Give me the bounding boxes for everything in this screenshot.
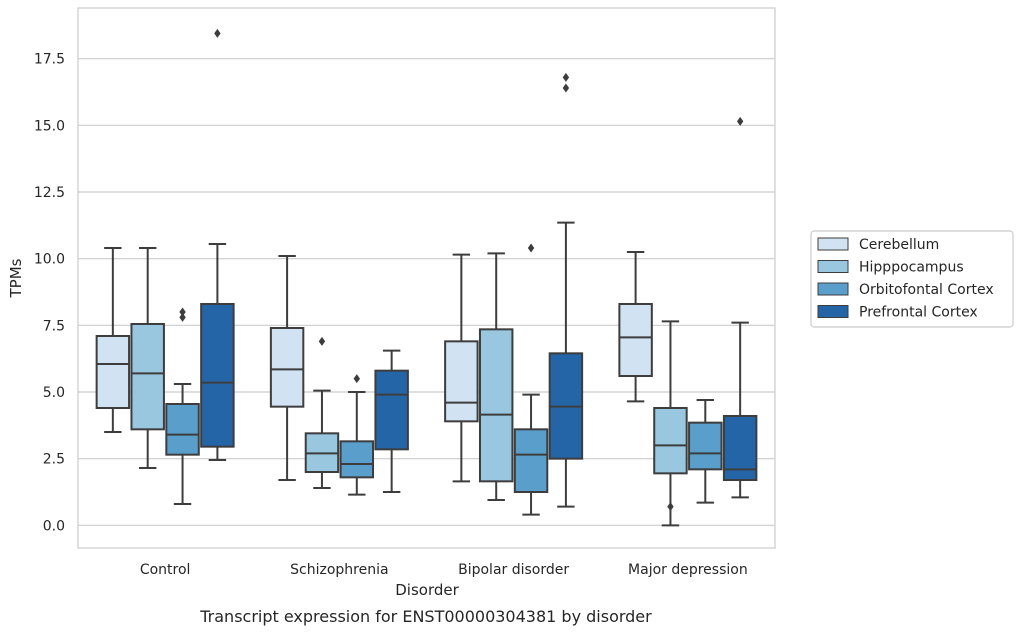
box-iqr — [653, 407, 688, 475]
box-iqr — [722, 415, 758, 481]
y-axis-label: TPMs — [7, 258, 25, 298]
outlier-point — [562, 72, 570, 82]
outlier-point — [214, 28, 221, 38]
box-iqr — [269, 327, 305, 408]
box-iqr — [513, 428, 549, 494]
box-iqr — [165, 403, 200, 456]
outlier-point — [527, 243, 535, 253]
legend-swatch — [817, 237, 849, 251]
box-iqr — [688, 421, 723, 471]
outlier-point — [353, 374, 360, 384]
legend-swatch — [817, 282, 849, 296]
x-tick-label: Bipolar disorder — [458, 562, 569, 578]
legend-label: Prefrontal Cortex — [859, 305, 978, 321]
outlier-point — [179, 312, 186, 322]
x-tick-label: Control — [140, 562, 191, 578]
box-iqr — [618, 303, 653, 377]
x-tick-label: Schizophrenia — [290, 562, 388, 578]
box-iqr — [95, 335, 131, 409]
y-tick-label: 2.5 — [43, 452, 65, 468]
plot-area-frame — [77, 7, 776, 549]
y-tick-label: 15.0 — [34, 118, 65, 134]
legend-frame — [810, 230, 1014, 328]
box-groups — [95, 28, 758, 527]
box-iqr — [478, 328, 514, 483]
y-tick-label: 17.5 — [34, 52, 65, 68]
outlier-point — [667, 502, 674, 512]
legend-swatch — [817, 260, 849, 273]
x-axis-label: Disorder — [395, 581, 459, 599]
x-tick-labels: Control Schizophrenia Bipolar disorder Majo… — [140, 562, 748, 578]
y-tick-label: 10.0 — [34, 252, 65, 268]
y-gridlines — [78, 58, 775, 526]
box-iqr — [130, 323, 165, 431]
chart-caption: Transcript expression for ENST0000030438… — [199, 607, 652, 626]
legend: Cerebellum Hipppocampus Orbitofontal Corte… — [810, 230, 1014, 328]
outlier-point — [179, 307, 186, 317]
box-iqr — [374, 369, 409, 451]
y-tick-label: 5.0 — [43, 385, 65, 401]
legend-swatch — [817, 305, 849, 318]
x-tick-label: Major depression — [628, 562, 748, 578]
y-tick-labels: 0.0 2.5 5.0 7.5 10.0 12.5 15.0 17.5 — [34, 52, 65, 535]
y-tick-label: 7.5 — [43, 318, 65, 334]
legend-label: Orbitofontal Cortex — [859, 282, 994, 298]
y-tick-label: 0.0 — [43, 518, 65, 534]
outlier-point — [736, 116, 744, 126]
legend-label: Hipppocampus — [859, 260, 964, 276]
y-tick-label: 12.5 — [34, 185, 65, 201]
box-iqr — [444, 340, 479, 423]
box-iqr — [200, 303, 235, 448]
legend-label: Cerebellum — [859, 237, 939, 253]
outlier-point — [318, 336, 326, 346]
box-iqr — [339, 440, 375, 479]
outlier-point — [562, 83, 570, 93]
